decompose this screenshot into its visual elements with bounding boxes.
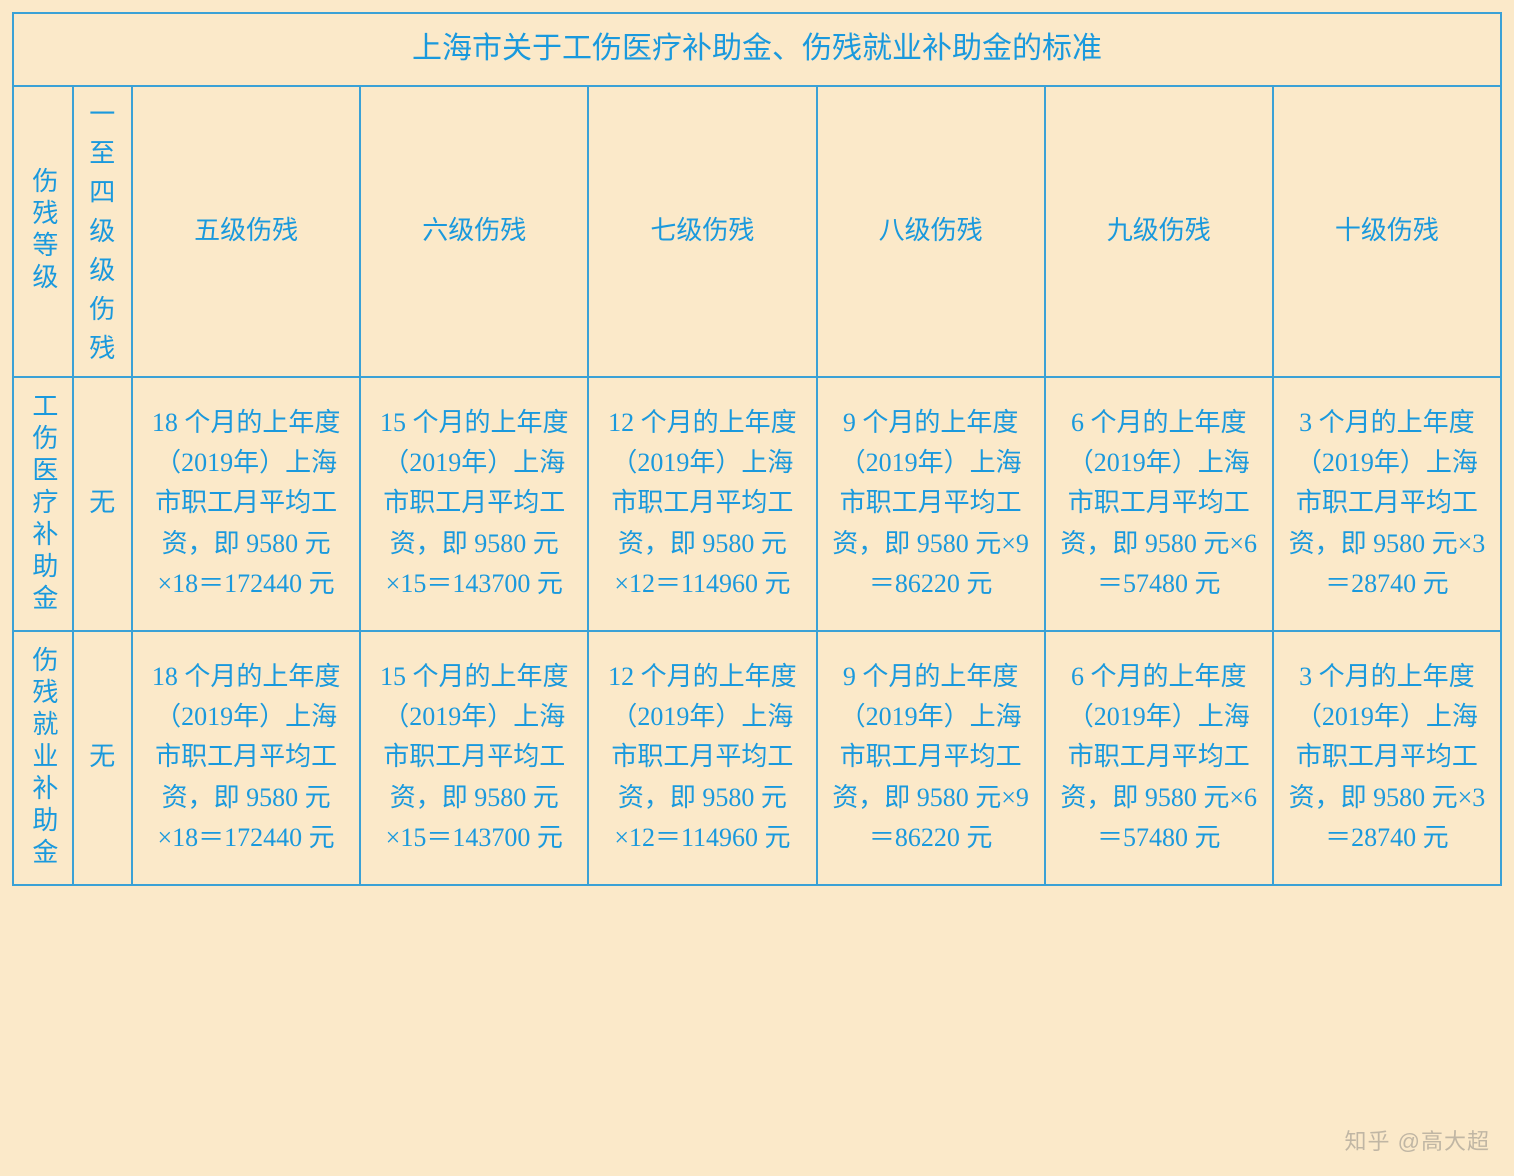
watermark: 知乎 @高大超 [1345,1124,1490,1156]
cell-medical-9: 6 个月的上年度（2019年）上海市职工月平均工资，即 9580 元×6＝574… [1045,377,1273,631]
compensation-table: 上海市关于工伤医疗补助金、伤残就业补助金的标准 伤残等级 一至四级级伤残 五级伤… [12,12,1502,886]
col-header-9: 九级伤残 [1045,86,1273,377]
col-header-5: 五级伤残 [132,86,360,377]
row-label-employment: 伤残就业补助金 [13,631,73,885]
cell-medical-6: 15 个月的上年度（2019年）上海市职工月平均工资，即 9580 元×15＝1… [360,377,588,631]
col-header-10: 十级伤残 [1273,86,1501,377]
cell-employment-8: 9 个月的上年度（2019年）上海市职工月平均工资，即 9580 元×9＝862… [817,631,1045,885]
cell-medical-7: 12 个月的上年度（2019年）上海市职工月平均工资，即 9580 元×12＝1… [588,377,816,631]
cell-employment-7: 12 个月的上年度（2019年）上海市职工月平均工资，即 9580 元×12＝1… [588,631,816,885]
cell-medical-5: 18 个月的上年度（2019年）上海市职工月平均工资，即 9580 元×18＝1… [132,377,360,631]
cell-employment-10: 3 个月的上年度（2019年）上海市职工月平均工资，即 9580 元×3＝287… [1273,631,1501,885]
header-row: 伤残等级 一至四级级伤残 五级伤残 六级伤残 七级伤残 八级伤残 九级伤残 十级… [13,86,1501,377]
cell-employment-9: 6 个月的上年度（2019年）上海市职工月平均工资，即 9580 元×6＝574… [1045,631,1273,885]
row-medical-subsidy: 工伤医疗补助金 无 18 个月的上年度（2019年）上海市职工月平均工资，即 9… [13,377,1501,631]
row-label-medical: 工伤医疗补助金 [13,377,73,631]
table-title: 上海市关于工伤医疗补助金、伤残就业补助金的标准 [13,13,1501,86]
header-row-label: 伤残等级 [13,86,73,377]
cell-medical-8: 9 个月的上年度（2019年）上海市职工月平均工资，即 9580 元×9＝862… [817,377,1045,631]
col-header-1-4: 一至四级级伤残 [73,86,133,377]
cell-employment-5: 18 个月的上年度（2019年）上海市职工月平均工资，即 9580 元×18＝1… [132,631,360,885]
title-row: 上海市关于工伤医疗补助金、伤残就业补助金的标准 [13,13,1501,86]
cell-employment-6: 15 个月的上年度（2019年）上海市职工月平均工资，即 9580 元×15＝1… [360,631,588,885]
cell-medical-10: 3 个月的上年度（2019年）上海市职工月平均工资，即 9580 元×3＝287… [1273,377,1501,631]
cell-medical-1-4: 无 [73,377,133,631]
row-employment-subsidy: 伤残就业补助金 无 18 个月的上年度（2019年）上海市职工月平均工资，即 9… [13,631,1501,885]
col-header-6: 六级伤残 [360,86,588,377]
cell-employment-1-4: 无 [73,631,133,885]
col-header-7: 七级伤残 [588,86,816,377]
col-header-8: 八级伤残 [817,86,1045,377]
